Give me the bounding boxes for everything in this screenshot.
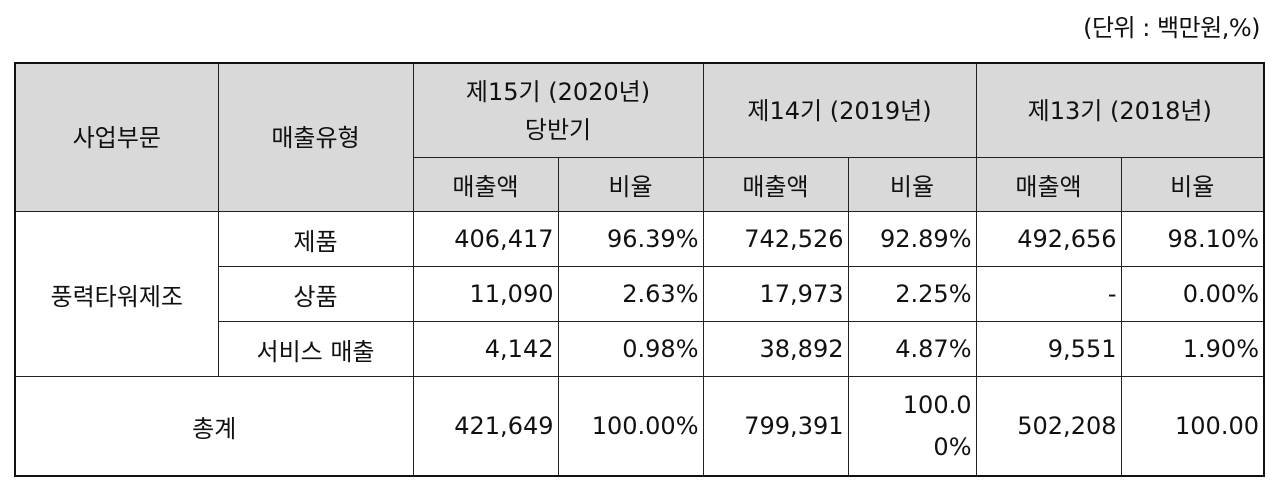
row-type: 서비스 매출 <box>217 321 414 377</box>
total-p1-ratio: 100.00% <box>557 376 704 477</box>
cell-p2-ratio: 2.25% <box>847 266 977 322</box>
table-row: 서비스 매출 4,142 0.98% 38,892 4.87% 9,551 1.… <box>15 321 1265 377</box>
total-row: 총계 421,649 100.00% 799,391 100.0 0% 502,… <box>14 376 1265 477</box>
cell-p3-sales: 492,656 <box>975 211 1122 267</box>
header-p3-ratio: 비율 <box>1120 157 1265 212</box>
cell-p3-ratio: 0.00% <box>1120 266 1265 322</box>
cell-p2-ratio: 4.87% <box>847 321 977 377</box>
header-period-1: 제15기 (2020년) 당반기 <box>412 62 704 158</box>
sales-table: 사업부문 매출유형 제15기 (2020년) 당반기 제14기 (2019년) … <box>14 62 1265 477</box>
cell-p2-sales: 742,526 <box>702 211 849 267</box>
header-p1-ratio: 비율 <box>557 157 704 212</box>
cell-p3-sales: - <box>975 266 1122 322</box>
unit-note: (단위 : 백만원,%) <box>1083 14 1260 42</box>
total-p1-sales: 421,649 <box>412 376 559 477</box>
cell-p1-sales: 11,090 <box>412 266 559 322</box>
cell-p1-ratio: 0.98% <box>557 321 704 377</box>
total-p2-ratio: 100.0 0% <box>847 376 977 477</box>
header-segment: 사업부문 <box>14 62 219 212</box>
total-p2-ratio-line1: 100.0 <box>902 391 972 419</box>
total-label: 총계 <box>14 376 414 477</box>
header-p1-sales: 매출액 <box>412 157 559 212</box>
header-sales-type: 매출유형 <box>217 62 414 212</box>
total-p2-ratio-line2: 0% <box>933 433 972 461</box>
header-period-3: 제13기 (2018년) <box>975 62 1265 158</box>
row-type: 제품 <box>217 211 414 267</box>
total-p2-sales: 799,391 <box>702 376 849 477</box>
row-type: 상품 <box>217 266 414 322</box>
cell-p1-ratio: 96.39% <box>557 211 704 267</box>
cell-p3-ratio: 1.90% <box>1120 321 1265 377</box>
total-p3-ratio: 100.00 <box>1120 376 1265 477</box>
header-period-1-line2: 당반기 <box>524 115 592 144</box>
header-p2-ratio: 비율 <box>847 157 977 212</box>
cell-p1-sales: 4,142 <box>412 321 559 377</box>
cell-p1-sales: 406,417 <box>412 211 559 267</box>
header-p3-sales: 매출액 <box>975 157 1122 212</box>
cell-p1-ratio: 2.63% <box>557 266 704 322</box>
table-row: 풍력타워제조 제품 406,417 96.39% 742,526 92.89% … <box>14 211 1265 377</box>
total-p3-sales: 502,208 <box>975 376 1122 477</box>
cell-p2-sales: 38,892 <box>702 321 849 377</box>
cell-p2-sales: 17,973 <box>702 266 849 322</box>
header-p2-sales: 매출액 <box>702 157 849 212</box>
header-period-2: 제14기 (2019년) <box>702 62 977 158</box>
segment-name: 풍력타워제조 <box>14 211 219 377</box>
cell-p2-ratio: 92.89% <box>847 211 977 267</box>
cell-p3-ratio: 98.10% <box>1120 211 1265 267</box>
header-period-1-line1: 제15기 (2020년) <box>465 77 651 106</box>
cell-p3-sales: 9,551 <box>975 321 1122 377</box>
